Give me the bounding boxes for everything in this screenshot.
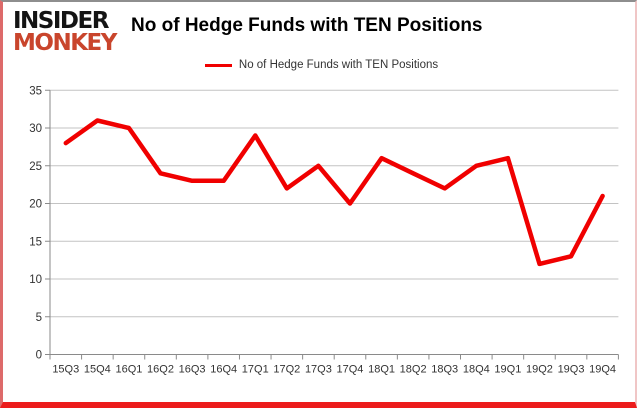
line-chart: 0 5 10 15 20 25 30 35 15Q3 15Q4 16Q1 16Q2 16Q3 16Q4 17… [29,85,619,376]
x-axis-tick-label: 16Q2 [147,364,174,376]
x-axis-tick-label: 18Q1 [368,364,395,376]
chart-title: No of Hedge Funds with TEN Positions [131,15,483,36]
y-axis-tick-label: 35 [29,85,42,97]
x-axis-tick-label: 16Q3 [179,364,206,376]
x-axis-tick-label: 19Q2 [526,364,553,376]
x-axis-tick-label: 19Q3 [558,364,585,376]
legend-label: No of Hedge Funds with TEN Positions [238,59,439,71]
legend-line-marker [204,63,232,67]
x-axis-tick-label: 17Q1 [242,364,269,376]
x-axis-tick-label: 16Q4 [210,364,237,376]
y-axis-tick-label: 25 [29,161,42,173]
x-axis-tick-label: 17Q4 [337,364,364,376]
x-axis-tick-label: 15Q4 [84,364,111,376]
x-axis-tick-label: 18Q2 [400,364,427,376]
x-axis-tick-label: 17Q2 [273,364,300,376]
x-axis-tick-label: 19Q4 [589,364,616,376]
x-axis-tick-label: 15Q3 [52,364,79,376]
y-axis-tick-label: 10 [29,274,42,286]
y-axis-tick-label: 0 [36,350,42,362]
y-axis-tick-label: 5 [36,312,42,324]
legend: No of Hedge Funds with TEN Positions [3,59,635,71]
insider-monkey-logo: INSIDER MONKEY [13,8,117,56]
data-series-line [63,118,605,267]
x-axis-tick-label: 18Q4 [463,364,490,376]
x-axis-tick-label: 18Q3 [431,364,458,376]
y-axis-tick-label: 15 [29,236,42,248]
x-axis-tick-label: 19Q1 [494,364,521,376]
x-axis-tick-label: 17Q3 [305,364,332,376]
logo-word-insider: INSIDER [13,8,109,34]
logo-word-monkey: MONKEY [13,29,117,56]
y-axis-tick-label: 20 [29,199,42,211]
x-axis-tick-label: 16Q1 [115,364,142,376]
y-axis-tick-label: 30 [29,123,42,135]
